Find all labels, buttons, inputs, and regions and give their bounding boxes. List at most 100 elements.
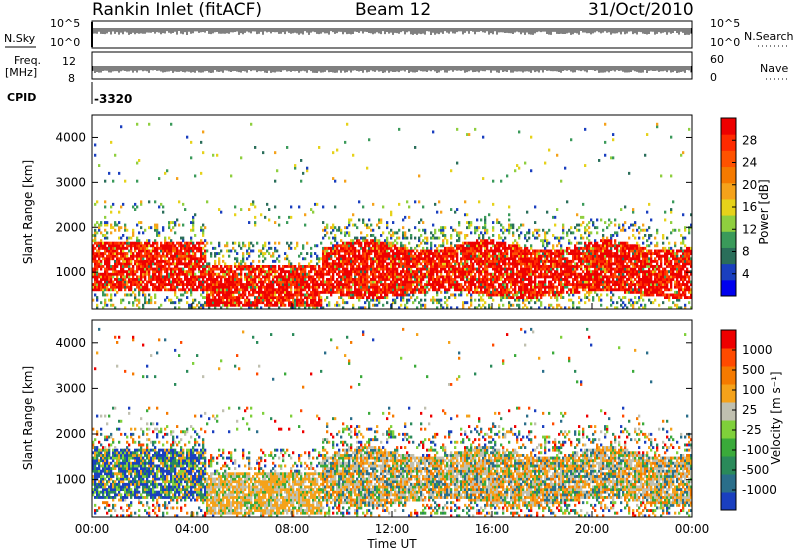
rti-cell <box>112 283 115 286</box>
rti-cell <box>92 272 95 276</box>
rti-cell <box>286 241 289 245</box>
rti-cell <box>346 231 349 235</box>
rti-cell <box>246 296 249 299</box>
rti-cell <box>296 293 299 297</box>
rti-cell <box>512 262 515 266</box>
rti-cell <box>358 288 361 292</box>
rti-cell <box>296 301 299 305</box>
rti-cell <box>280 267 283 271</box>
rti-cell <box>336 283 339 286</box>
rti-cell <box>392 231 395 235</box>
rti-cell <box>356 239 359 243</box>
rti-cell <box>200 283 203 286</box>
rti-cell <box>470 301 473 305</box>
rti-cell <box>400 244 403 248</box>
rti-cell <box>238 262 241 266</box>
rti-cell <box>500 285 503 289</box>
freq-tick-bottom: 8 <box>68 72 75 85</box>
rti-cell <box>322 275 325 279</box>
rti-cell <box>228 283 231 286</box>
rti-cell <box>144 288 147 292</box>
rti-cell <box>168 283 171 286</box>
rti-cell <box>274 241 277 245</box>
rti-cell <box>100 221 103 224</box>
rti-cell <box>424 283 427 286</box>
rti-cell <box>194 265 197 268</box>
rti-cell <box>444 254 447 258</box>
rti-cell <box>518 288 521 292</box>
rti-cell <box>138 298 141 302</box>
rti-cell <box>200 252 203 255</box>
rti-cell <box>426 249 429 253</box>
rti-cell <box>386 223 389 227</box>
rti-cell <box>232 290 235 294</box>
rti-cell <box>482 241 485 245</box>
rti-cell <box>226 306 229 310</box>
rti-cell <box>132 244 135 248</box>
rti-cell <box>482 267 485 271</box>
rti-cell <box>148 265 151 268</box>
rti-cell <box>320 272 323 276</box>
rti-cell <box>392 278 395 281</box>
rti-cell <box>402 231 405 235</box>
rti-cell <box>268 303 271 307</box>
rti-cell <box>188 252 191 255</box>
rti-cell <box>348 262 351 266</box>
rti-cell <box>312 298 315 302</box>
rti-cell <box>110 283 113 286</box>
rti-cell <box>236 283 239 286</box>
rti-cell <box>186 283 189 286</box>
rti-cell <box>110 275 113 279</box>
rti-cell <box>162 275 165 279</box>
rti-cell <box>494 272 497 276</box>
rti-cell <box>260 290 263 294</box>
rti-cell <box>260 288 263 292</box>
rti-cell <box>118 259 121 263</box>
rti-cell <box>182 239 185 243</box>
rti-cell <box>178 267 181 271</box>
rti-cell <box>478 275 481 279</box>
rti-cell <box>194 280 197 284</box>
rti-cell <box>288 215 291 219</box>
rti-cell <box>396 288 399 292</box>
rti-cell <box>380 254 383 258</box>
rti-cell <box>444 278 447 281</box>
rti-cell <box>282 301 285 305</box>
rti-cell <box>348 270 351 274</box>
rti-cell <box>466 254 469 258</box>
rti-cell <box>518 270 521 274</box>
rti-cell <box>134 249 137 253</box>
rti-cell <box>464 262 467 266</box>
rti-cell <box>252 303 255 307</box>
rti-cell <box>414 272 417 276</box>
rti-cell <box>332 275 335 279</box>
rti-cell <box>290 246 293 250</box>
rti-cell <box>368 218 371 222</box>
rti-cell <box>152 285 155 289</box>
rti-cell <box>460 290 463 294</box>
rti-cell <box>168 259 171 263</box>
rti-cell <box>300 303 303 307</box>
rti-cell <box>274 151 277 155</box>
rti-cell <box>454 249 457 253</box>
rti-cell <box>492 259 495 263</box>
rti-cell <box>116 272 119 276</box>
rti-cell <box>264 252 267 255</box>
rti-cell <box>408 254 411 258</box>
rti-cell <box>460 285 463 289</box>
rti-cell <box>482 290 485 294</box>
rti-cell <box>360 275 363 279</box>
rti-cell <box>484 272 487 276</box>
rti-cell <box>218 272 221 276</box>
rti-cell <box>156 249 159 253</box>
rti-cell <box>358 241 361 245</box>
rti-cell <box>166 283 169 286</box>
rti-cell <box>226 296 229 299</box>
rti-cell <box>414 288 417 292</box>
rti-cell <box>260 306 263 310</box>
rti-cell <box>230 275 233 279</box>
rti-cell <box>282 288 285 292</box>
rti-cell <box>234 278 237 281</box>
rti-cell <box>190 262 193 266</box>
rti-cell <box>102 265 105 268</box>
